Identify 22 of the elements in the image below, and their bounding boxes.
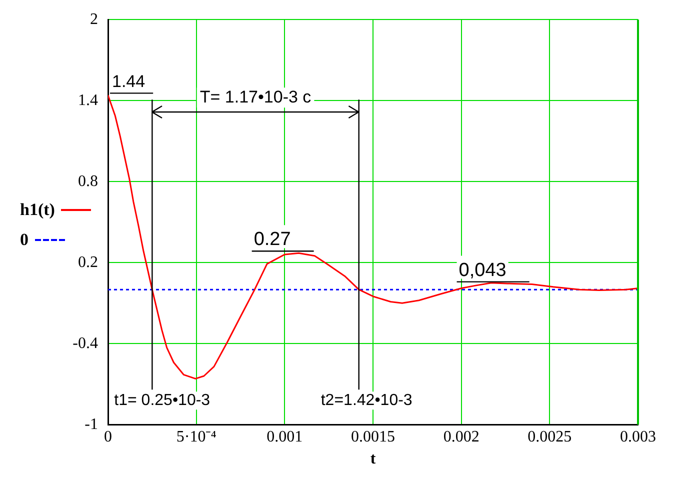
legend-label: h1(t) — [20, 200, 55, 220]
y-tick-label: 0.8 — [78, 172, 98, 190]
annotation: 1.44 — [112, 72, 146, 92]
y-tick-label: 2 — [90, 10, 98, 28]
annotation: 0.27 — [254, 229, 291, 250]
y-tick-label: -0.4 — [72, 334, 98, 352]
ref-line-label: t2=1.42•10-3 — [320, 392, 412, 410]
ref-line-label: t1= 0.25•10-3 — [114, 392, 210, 410]
legend-label: 0 — [20, 230, 28, 250]
x-tick-label: 0.003 — [620, 428, 656, 446]
y-tick-label: -1 — [84, 416, 98, 433]
x-tick-label: 5·10⁻⁴ — [176, 428, 217, 446]
x-tick-label: 0.0025 — [528, 428, 572, 446]
x-axis-title: t — [370, 450, 376, 468]
annotation: T= 1.17•10-3 c — [200, 87, 312, 106]
annotation: 0,043 — [458, 260, 506, 281]
y-tick-label: 1.4 — [78, 92, 98, 109]
x-tick-label: 0.001 — [266, 428, 303, 446]
x-tick-label: 0.0015 — [351, 428, 395, 446]
y-tick-label: 0.2 — [78, 254, 98, 271]
x-tick-label: 0 — [104, 428, 112, 446]
x-tick-label: 0.002 — [443, 428, 480, 446]
